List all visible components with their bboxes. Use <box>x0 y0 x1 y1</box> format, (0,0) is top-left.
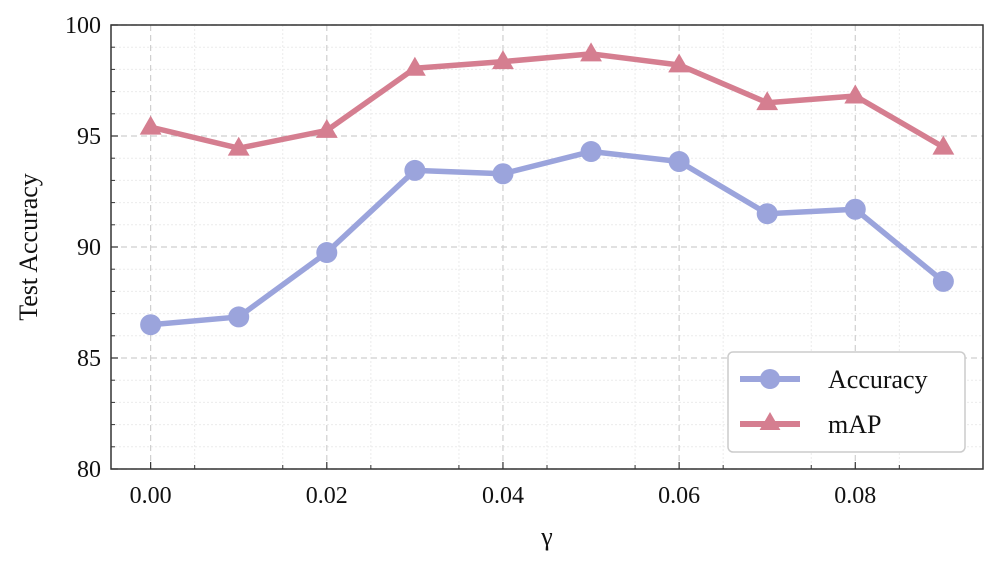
data-point-map <box>492 50 514 70</box>
data-point-accuracy <box>668 151 690 173</box>
data-point-map <box>403 56 426 76</box>
data-point-accuracy <box>316 242 338 264</box>
series-line-map <box>147 51 947 151</box>
series-layer <box>139 42 955 336</box>
y-tick-label: 95 <box>77 124 101 150</box>
data-point-map <box>844 84 867 104</box>
y-tick-label: 80 <box>77 457 101 483</box>
y-axis-label: Test Accuracy <box>14 173 43 321</box>
x-tick-label: 0.00 <box>130 483 172 509</box>
y-tick-label: 85 <box>77 346 101 372</box>
x-tick-label: 0.04 <box>482 483 524 509</box>
data-point-map <box>139 115 162 135</box>
x-tick-label: 0.02 <box>306 483 348 509</box>
axis-ticks: 80 85 90 95 100 0.00 0.02 0.04 0.06 0.08 <box>65 13 900 509</box>
data-point-accuracy <box>932 270 954 292</box>
data-point-map <box>756 91 779 111</box>
series-line-accuracy <box>147 148 947 328</box>
data-point-map <box>668 53 691 73</box>
data-point-accuracy <box>492 163 514 185</box>
data-point-map <box>227 136 250 156</box>
data-point-accuracy <box>140 314 162 336</box>
data-point-accuracy <box>580 141 602 163</box>
legend-map-label: mAP <box>828 410 881 439</box>
data-point-accuracy <box>228 306 250 328</box>
legend-accuracy-label: Accuracy <box>828 365 928 394</box>
x-tick-label: 0.08 <box>834 483 876 509</box>
y-tick-label: 90 <box>77 235 101 261</box>
data-point-map <box>932 135 955 155</box>
legend-map-marker <box>759 412 781 430</box>
data-point-accuracy <box>756 203 778 225</box>
x-axis-label: γ <box>540 522 553 551</box>
data-point-accuracy <box>404 159 426 181</box>
legend: Accuracy mAP <box>727 351 966 453</box>
data-point-accuracy <box>844 198 866 220</box>
data-point-map <box>580 42 602 62</box>
x-tick-label: 0.06 <box>658 483 700 509</box>
legend-accuracy-marker <box>760 369 780 389</box>
y-tick-label: 100 <box>65 13 101 39</box>
data-point-map <box>315 118 338 138</box>
